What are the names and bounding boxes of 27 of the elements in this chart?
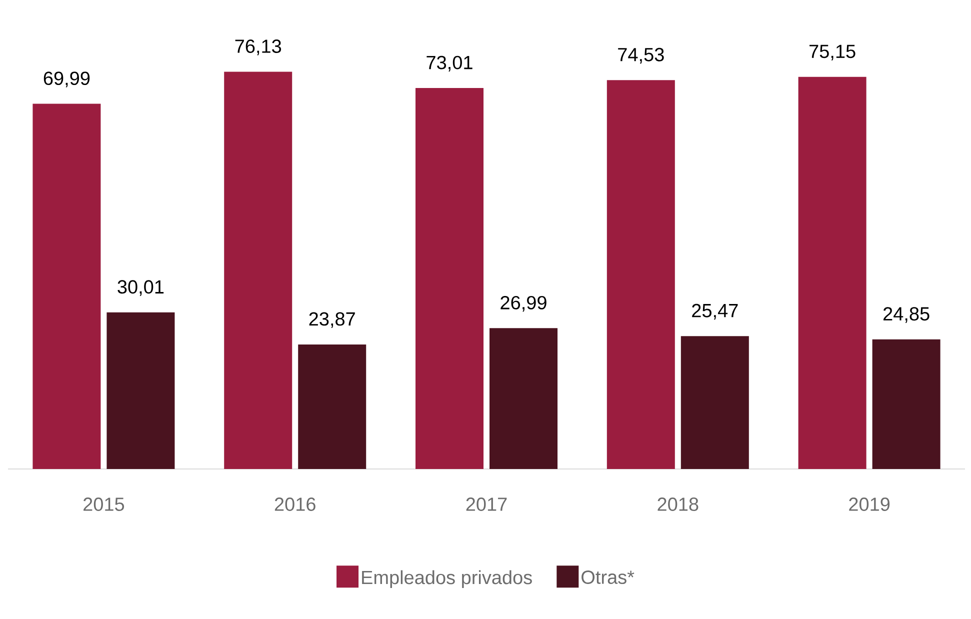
bar <box>224 72 292 469</box>
data-label: 24,85 <box>883 307 930 323</box>
bar <box>298 344 366 469</box>
data-label: 73,01 <box>426 56 472 72</box>
bar <box>106 312 175 469</box>
bar <box>32 104 101 469</box>
data-label: 76,13 <box>235 40 282 56</box>
bar <box>606 80 675 469</box>
bar <box>798 76 866 469</box>
data-label: 23,87 <box>309 312 355 328</box>
legend-label: Empleados privados <box>362 570 532 588</box>
legend-label: Otras* <box>582 570 634 584</box>
bar <box>872 339 940 469</box>
data-label: 30,01 <box>118 280 164 296</box>
x-tick-label: 2017 <box>466 498 507 511</box>
data-label: 26,99 <box>500 296 546 312</box>
bar <box>416 88 484 469</box>
x-tick-label: 2018 <box>658 498 698 511</box>
bar <box>680 336 749 469</box>
x-tick-label: 2016 <box>274 498 316 511</box>
data-label: 25,47 <box>692 304 738 320</box>
x-tick-label: 2019 <box>849 498 890 511</box>
x-tick-label: 2015 <box>84 498 124 511</box>
bar <box>490 328 558 469</box>
data-label: 69,99 <box>44 72 90 88</box>
data-label: 74,53 <box>618 48 664 64</box>
data-label: 75,15 <box>810 44 856 60</box>
